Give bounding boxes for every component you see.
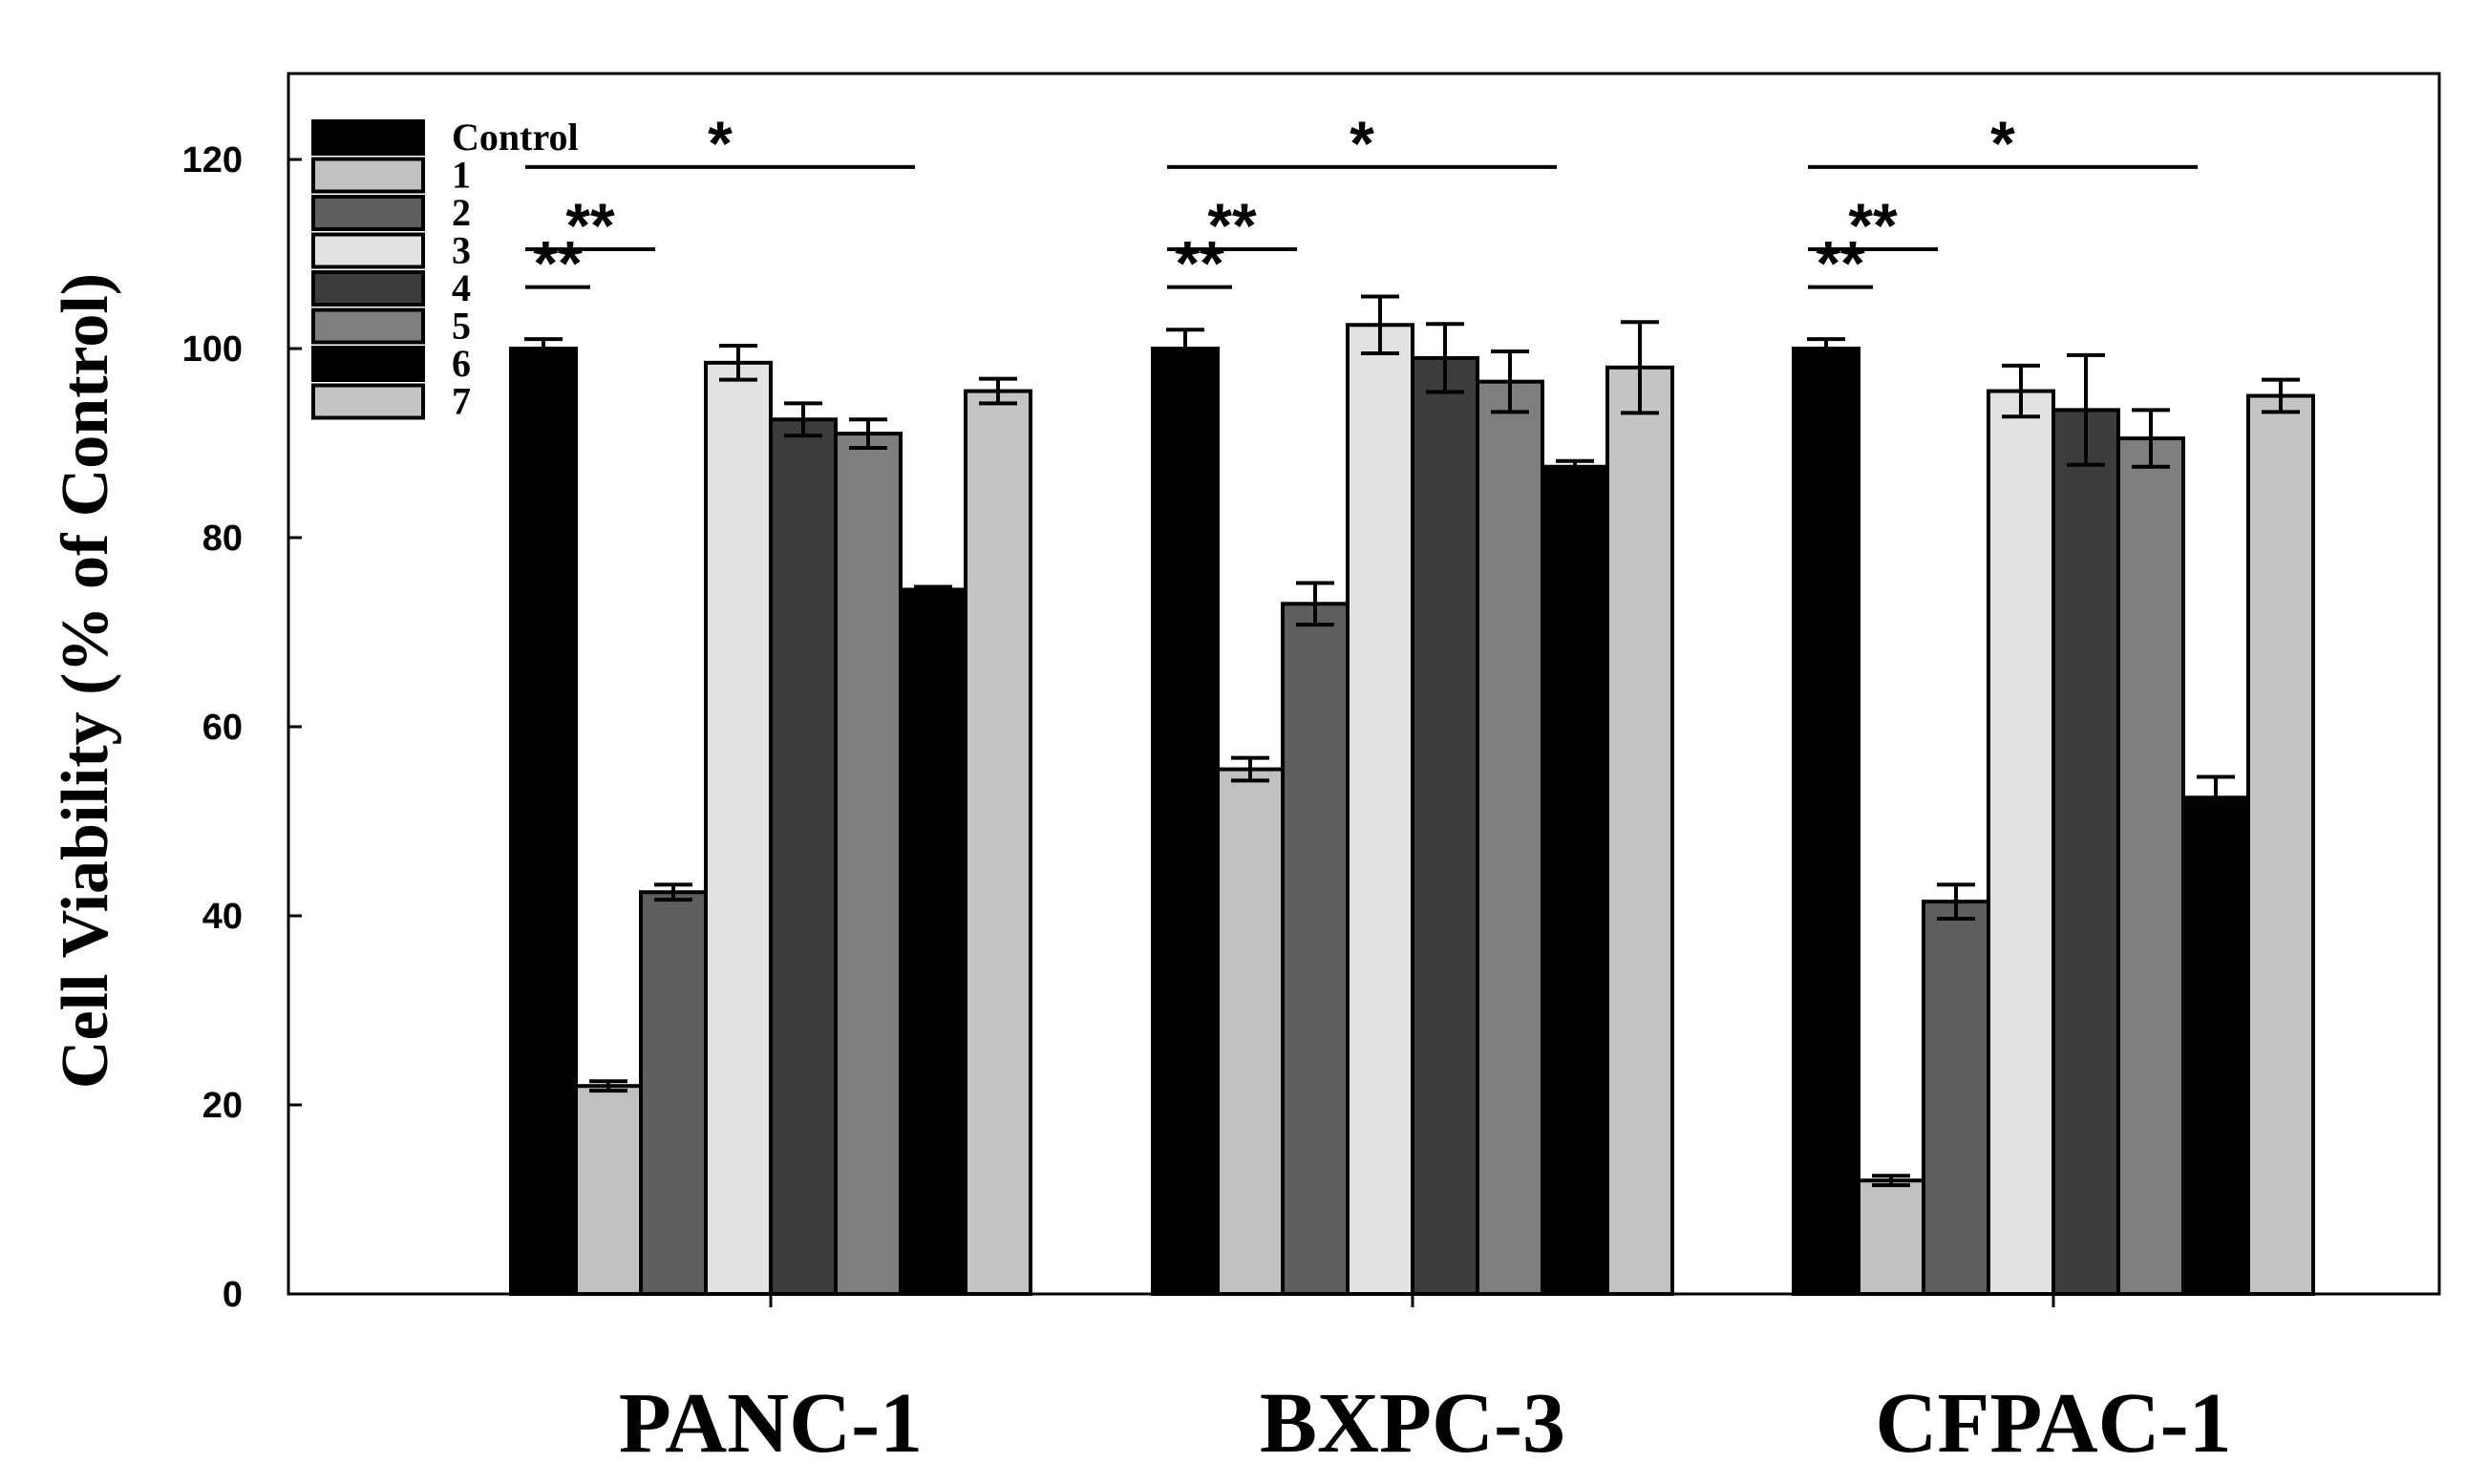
legend-swatch	[311, 195, 425, 231]
significance-label: **	[565, 190, 615, 261]
bar	[899, 587, 967, 1296]
bar	[1792, 347, 1860, 1296]
y-tick-label: 60	[202, 708, 243, 748]
significance-label: **	[1175, 228, 1224, 299]
legend-swatch	[311, 119, 425, 156]
bar	[1922, 900, 1990, 1297]
legend-swatch	[311, 383, 425, 420]
y-tick-label: 20	[202, 1086, 243, 1126]
significance-label: **	[1848, 190, 1898, 261]
bar	[1987, 389, 2055, 1296]
bar	[2051, 408, 2120, 1297]
y-axis: 0 20 40 60 80 100 120	[182, 140, 302, 1315]
bar	[1541, 464, 1609, 1296]
y-tick-label: 40	[202, 897, 243, 937]
bar	[704, 360, 773, 1297]
bar	[1411, 355, 1479, 1296]
bar	[1281, 602, 1350, 1296]
bar	[2181, 795, 2250, 1296]
legend-label: 6	[452, 342, 471, 385]
bar	[1857, 1178, 1925, 1296]
legend-label: 7	[452, 380, 471, 423]
bar	[639, 890, 708, 1296]
y-tick-label: 80	[202, 519, 243, 559]
significance-label: **	[1207, 190, 1257, 261]
bar	[769, 417, 838, 1296]
significance-label: *	[1990, 108, 2015, 179]
bar	[2246, 393, 2315, 1296]
legend-label: Control	[452, 116, 579, 159]
bar	[2116, 436, 2185, 1296]
legend-label: 1	[452, 154, 471, 197]
y-tick-label: 100	[182, 329, 243, 370]
legend-swatch	[311, 270, 425, 307]
significance-label: **	[533, 228, 583, 299]
bar	[509, 347, 578, 1296]
legend-swatch	[311, 157, 425, 194]
x-tick-label: BXPC-3	[1260, 1376, 1565, 1471]
legend-label: 2	[452, 191, 471, 234]
bar	[1151, 347, 1220, 1296]
x-tick-label: CFPAC-1	[1875, 1376, 2231, 1471]
significance-label: **	[1816, 228, 1865, 299]
bars	[509, 294, 2315, 1297]
y-axis-label: Cell Viability (% of Control)	[49, 273, 122, 1089]
legend-swatch	[311, 307, 425, 345]
bar	[1216, 767, 1285, 1296]
legend-swatch	[311, 232, 425, 269]
bar	[1346, 323, 1414, 1296]
legend-label: 4	[452, 266, 471, 309]
bar	[574, 1084, 643, 1296]
legend-label: 5	[452, 305, 471, 348]
bar	[1476, 379, 1544, 1296]
x-axis: PANC-1 BXPC-3 CFPAC-1	[619, 1294, 2232, 1471]
y-tick-label: 0	[223, 1275, 243, 1315]
y-tick-label: 120	[182, 140, 243, 180]
legend-swatch	[311, 346, 425, 382]
bar	[1605, 365, 1674, 1296]
legend-label: 3	[452, 229, 471, 272]
significance-label: *	[1350, 108, 1374, 179]
significance-label: *	[708, 108, 733, 179]
significance-annotations: ***************	[525, 108, 2198, 299]
bar	[964, 389, 1032, 1296]
x-tick-label: PANC-1	[619, 1376, 923, 1471]
bar	[834, 432, 903, 1297]
